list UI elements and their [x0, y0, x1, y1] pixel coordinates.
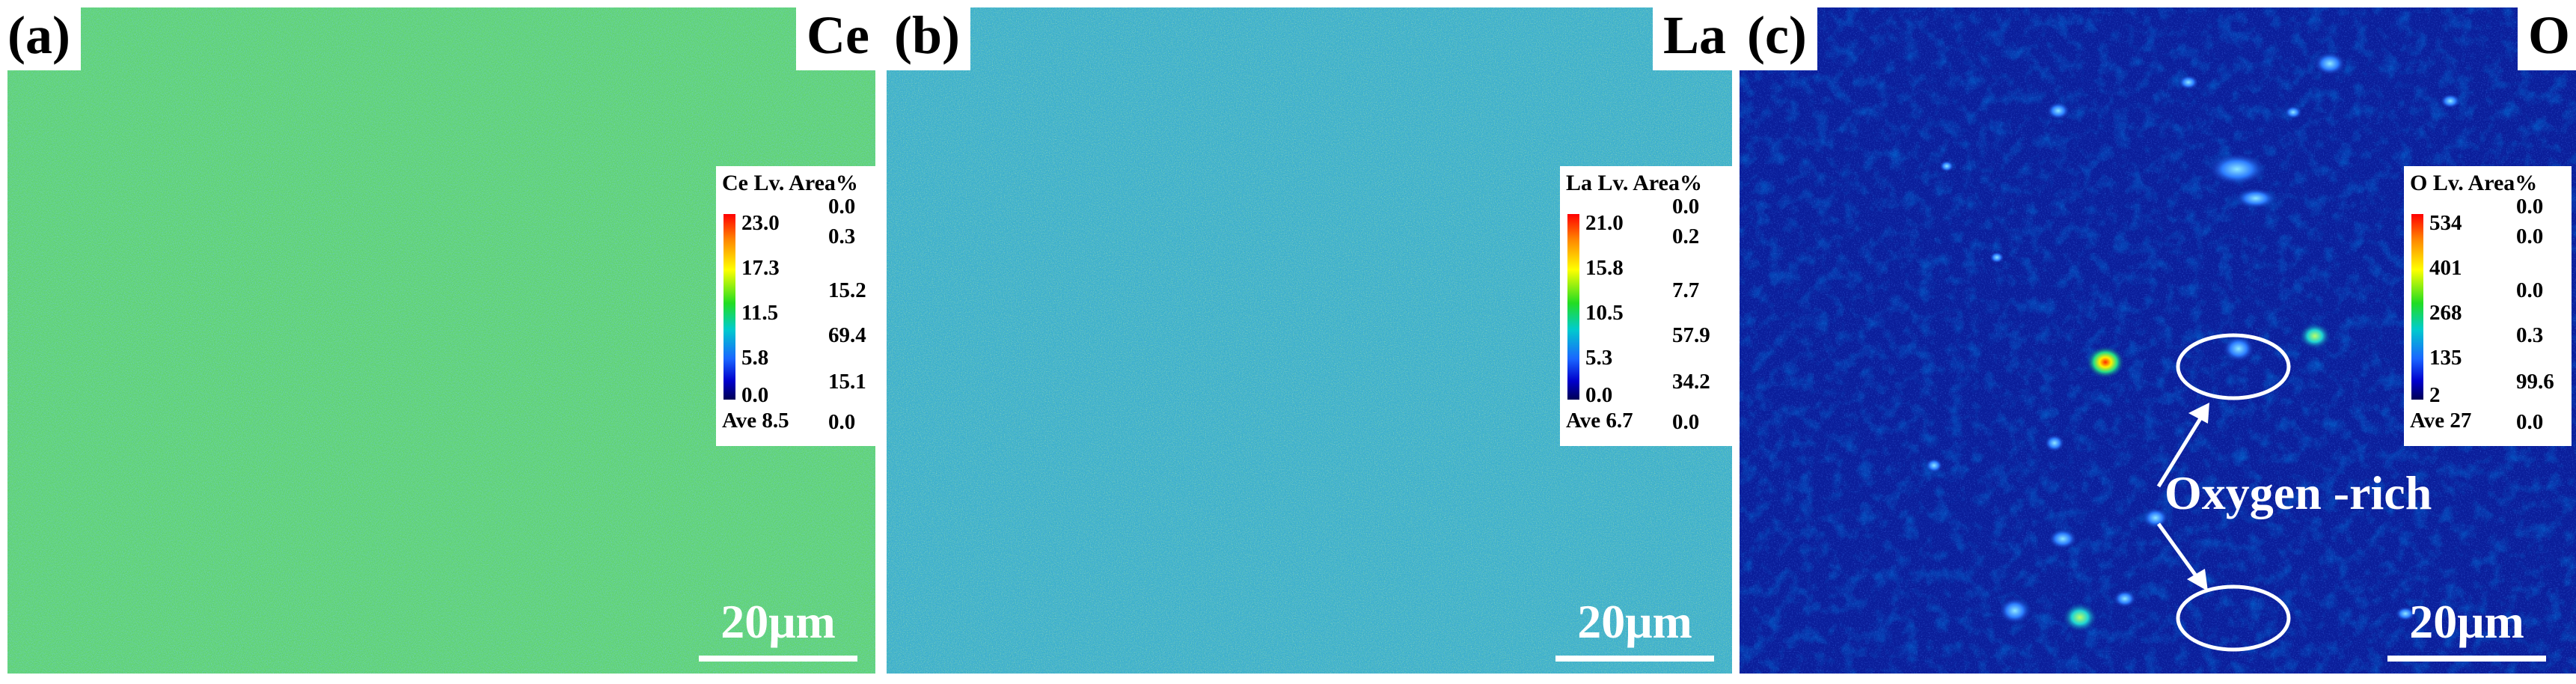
oxygen-rich-annotation: Oxygen -rich	[2164, 466, 2432, 519]
scale-bar	[2387, 656, 2546, 662]
legend-area: 69.4	[828, 323, 866, 347]
legend-level: 268	[2429, 301, 2462, 325]
la-color-legend: La Lv. Area% 21.0 15.8 10.5 5.3 0.0 0.0 …	[1560, 166, 1732, 446]
legend-area: 0.0	[2516, 195, 2544, 219]
scale-bar-label: 20μm	[1577, 595, 1692, 648]
legend-area: 34.2	[1672, 370, 1710, 394]
legend-area: 0.2	[1672, 225, 1700, 248]
panel-label-a: (a)	[0, 0, 81, 70]
scale-bar	[699, 656, 857, 662]
legend-level: 2	[2429, 383, 2441, 407]
element-label-ce: Ce	[796, 0, 875, 70]
legend-area: 15.1	[828, 370, 866, 394]
legend-level: 0.0	[1585, 383, 1613, 407]
legend-level: 534	[2429, 211, 2462, 235]
legend-area: 0.0	[2516, 225, 2544, 248]
legend-level: 21.0	[1585, 211, 1624, 235]
legend-level: 11.5	[741, 301, 779, 325]
legend-average: Ave 8.5	[722, 409, 789, 433]
legend-area: 0.0	[1672, 195, 1700, 219]
o-color-legend: O Lv. Area% 534 401 268 135 2 0.0 0.0 0.…	[2404, 166, 2572, 446]
legend-area: 99.6	[2516, 370, 2554, 394]
legend-area: 7.7	[1672, 278, 1700, 302]
legend-header: O Lv. Area%	[2410, 171, 2538, 195]
panel-label-b: (b)	[887, 0, 970, 70]
legend-header: La Lv. Area%	[1566, 171, 1702, 195]
legend-area: 0.0	[828, 195, 856, 219]
legend-level: 5.8	[741, 346, 769, 370]
legend-area: 0.3	[2516, 323, 2544, 347]
scale-bar-label: 20μm	[721, 595, 836, 648]
legend-level: 135	[2429, 346, 2462, 370]
legend-average: Ave 6.7	[1566, 409, 1633, 433]
scale-bar	[1555, 656, 1714, 662]
legend-level: 401	[2429, 256, 2462, 280]
legend-area: 0.0	[1672, 410, 1700, 434]
legend-level: 10.5	[1585, 301, 1624, 325]
panel-label-c: (c)	[1740, 0, 1817, 70]
legend-area: 0.0	[2516, 410, 2544, 434]
legend-area: 15.2	[828, 278, 866, 302]
legend-level: 0.0	[741, 383, 769, 407]
la-map-panel: (b) La La Lv. Area% 21.0 15.8 10.5 5.3 0…	[887, 0, 1732, 684]
legend-level: 15.8	[1585, 256, 1624, 280]
legend-area: 57.9	[1672, 323, 1710, 347]
legend-area: 0.0	[828, 410, 856, 434]
legend-average: Ave 27	[2410, 409, 2472, 433]
legend-level: 5.3	[1585, 346, 1613, 370]
ce-map-panel: (a) Ce Ce Lv. Area% 23.0 17.3 11.5 5.8 0…	[0, 0, 875, 684]
o-map-panel: (c) O Oxygen -rich O Lv. Area% 534 401 2…	[1740, 0, 2576, 684]
element-label-la: La	[1652, 0, 1732, 70]
legend-level: 17.3	[741, 256, 780, 280]
scale-bar-label: 20μm	[2409, 595, 2524, 648]
legend-color-bar	[1567, 214, 1579, 400]
element-label-o: O	[2517, 0, 2576, 70]
legend-area: 0.0	[2516, 278, 2544, 302]
legend-color-bar	[723, 214, 735, 400]
legend-header: Ce Lv. Area%	[722, 171, 858, 195]
legend-area: 0.3	[828, 225, 856, 248]
ce-color-legend: Ce Lv. Area% 23.0 17.3 11.5 5.8 0.0 0.0 …	[716, 166, 875, 446]
legend-level: 23.0	[741, 211, 780, 235]
legend-color-bar	[2411, 214, 2423, 400]
